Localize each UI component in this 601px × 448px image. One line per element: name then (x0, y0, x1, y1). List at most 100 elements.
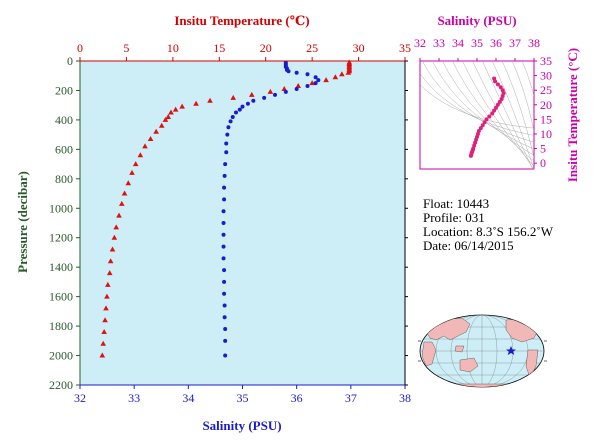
ts-temperature-tick-label: 25 (540, 83, 552, 97)
temperature-point (102, 317, 108, 323)
ts-contour-line (521, 61, 534, 97)
salinity-tick-label: 34 (182, 391, 194, 405)
ts-point (495, 82, 500, 87)
ts-salinity-tick-label: 33 (433, 36, 445, 50)
salinity-point (221, 232, 226, 237)
temperature-point (125, 180, 132, 186)
salinity-point (273, 92, 277, 97)
salinity-point (294, 86, 299, 91)
salinity-point (222, 303, 227, 308)
salinity-tick-label: 33 (128, 391, 140, 405)
ts-point (498, 85, 503, 90)
temperature-tick-label: 30 (353, 41, 365, 55)
ts-contour-line (442, 61, 534, 156)
ts-contour-line (482, 61, 533, 169)
pressure-tick-label: 400 (55, 113, 73, 127)
salinity-point (245, 101, 250, 106)
salinity-point (305, 72, 310, 77)
salinity-point (228, 119, 233, 124)
temperature-point (105, 281, 111, 287)
ts-contour-line (492, 61, 534, 169)
salinity-point (262, 95, 267, 100)
pressure-tick-label: 200 (55, 83, 73, 97)
salinity-point (223, 353, 228, 358)
temperature-point (168, 109, 174, 115)
world-map (418, 314, 547, 388)
temperature-point (118, 200, 125, 206)
ts-point (480, 123, 485, 128)
temperature-tick-label: 5 (123, 41, 129, 55)
temperature-point (113, 224, 120, 230)
ts-temperature-tick-label: 15 (540, 112, 552, 126)
float-info: Float: 10443 (423, 196, 489, 211)
ts-salinity-tick-label: 38 (528, 36, 540, 50)
ts-contour-line (422, 61, 534, 143)
temperature-point (248, 91, 255, 97)
temperature-point (137, 152, 144, 158)
temperature-point (101, 328, 107, 334)
ts-point (484, 117, 489, 122)
salinity-point (222, 173, 227, 178)
temperature-point (109, 246, 116, 252)
temperature-point (111, 234, 118, 240)
temperature-point (99, 352, 106, 358)
temperature-point (172, 106, 179, 112)
temperature-point (103, 305, 109, 311)
salinity-point (230, 114, 235, 119)
temperature-point (147, 136, 154, 142)
temperature-point (165, 113, 172, 119)
salinity-point (222, 185, 227, 190)
salinity-point (223, 338, 228, 343)
ts-contour-line (511, 61, 534, 133)
salinity-point (223, 327, 228, 332)
temperature-point (323, 77, 329, 83)
ts-temperature-tick-label: 20 (540, 98, 552, 112)
pressure-tick-label: 0 (67, 54, 73, 68)
ts-salinity-tick-label: 36 (490, 36, 502, 50)
salinity-point (221, 256, 226, 261)
ts-point (482, 120, 487, 125)
temperature-point (129, 169, 135, 175)
salinity-point (222, 315, 227, 320)
temperature-tick-label: 0 (77, 41, 83, 55)
salinity-point (221, 244, 226, 249)
salinity-point (224, 141, 229, 146)
ts-salinity-tick-label: 34 (452, 36, 464, 50)
ts-salinity-axis-title: Salinity (PSU) (437, 13, 516, 28)
temperature-point (267, 88, 274, 94)
temperature-tick-label: 10 (167, 41, 179, 55)
ts-contour-line (472, 61, 534, 169)
temperature-point (142, 143, 148, 149)
temperature-point (100, 340, 107, 346)
pressure-tick-label: 1200 (49, 231, 73, 245)
ts-contour-line (502, 61, 534, 159)
temperature-axis-title: Insitu Temperature (℃) (174, 13, 309, 28)
ts-temperature-tick-label: 0 (540, 156, 546, 170)
temperature-point (345, 69, 352, 75)
temperature-tick-label: 35 (399, 41, 411, 55)
profile-info: Profile: 031 (423, 210, 485, 225)
ts-contour-line (420, 73, 534, 136)
salinity-point (234, 110, 238, 115)
temperature-point (230, 94, 237, 100)
salinity-point (222, 197, 227, 202)
salinity-point (294, 70, 299, 75)
salinity-tick-label: 37 (345, 391, 357, 405)
salinity-point (305, 84, 310, 89)
ts-salinity-tick-label: 35 (471, 36, 483, 50)
temperature-point (132, 161, 139, 167)
date-info: Date: 06/14/2015 (423, 238, 514, 253)
salinity-axis-ticks: 32 33 34 35 36 37 38 (74, 385, 411, 405)
salinity-axis-title: Salinity (PSU) (202, 418, 281, 433)
profile-data-series (99, 59, 353, 358)
ts-temperature-tick-label: 5 (540, 142, 546, 156)
ts-point (492, 108, 497, 113)
salinity-point (225, 132, 230, 137)
pressure-tick-label: 600 (55, 142, 73, 156)
ts-point (493, 79, 498, 84)
ts-salinity-tick-label: 32 (414, 36, 426, 50)
ts-contour-line (432, 61, 534, 150)
salinity-tick-label: 32 (74, 391, 86, 405)
salinity-point (251, 98, 256, 103)
